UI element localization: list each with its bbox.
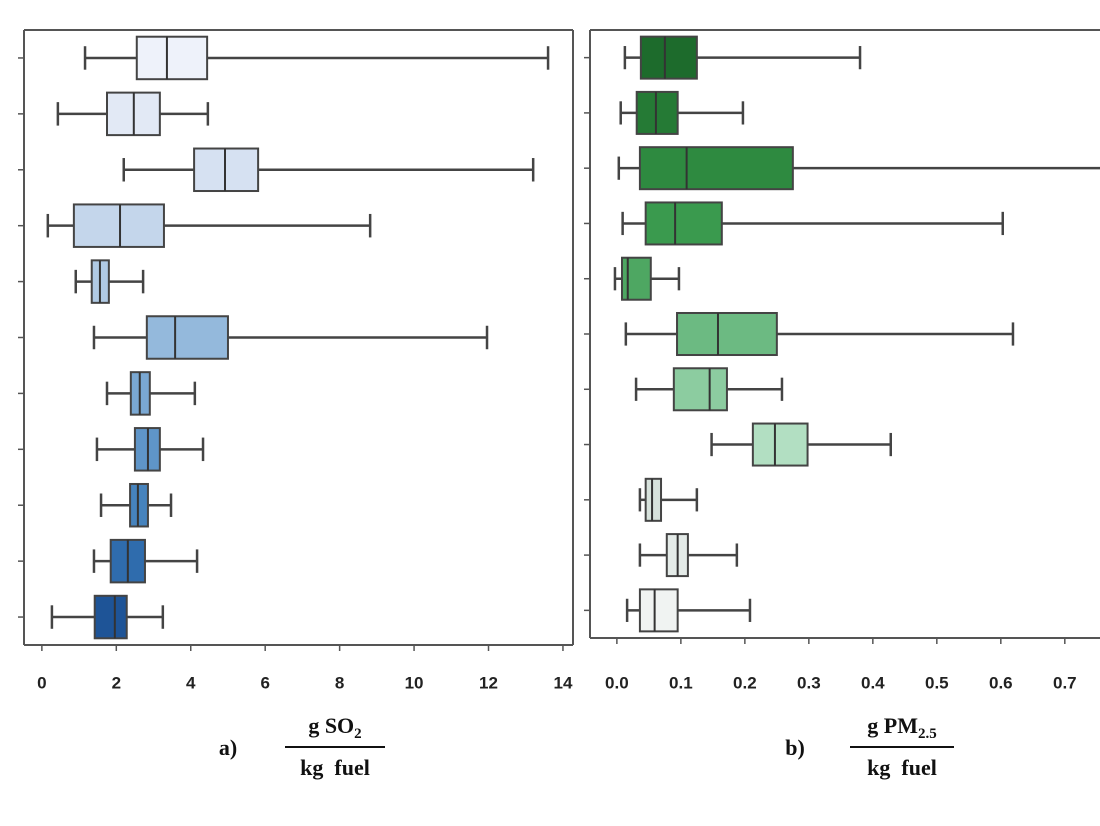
box (93, 594, 128, 640)
panel-label: b) (785, 735, 805, 760)
box (72, 203, 165, 248)
box (193, 147, 260, 193)
x-tick-label: 14 (553, 673, 572, 692)
box (129, 482, 149, 528)
box (635, 90, 679, 135)
x-label-subscript: 2.5 (918, 726, 937, 742)
box (676, 311, 778, 357)
x-tick-label: 12 (479, 673, 498, 692)
x-tick-label: 0.2 (733, 673, 757, 692)
panel-label: a) (219, 735, 237, 760)
x-tick-label: 4 (186, 673, 196, 692)
x-tick-label: 0 (37, 673, 46, 692)
boxes (613, 35, 1100, 633)
x-label-numerator: g SO2 (308, 713, 361, 742)
x-label-text: g SO (308, 713, 354, 738)
box (620, 256, 652, 301)
x-label-denominator: kg fuel (300, 755, 370, 780)
box (644, 477, 663, 522)
boxes (46, 35, 550, 640)
x-tick-label: 0.0 (605, 673, 629, 692)
box (135, 35, 209, 81)
box (638, 588, 679, 633)
x-tick-label: 0.6 (989, 673, 1013, 692)
x-tick-label: 0.3 (797, 673, 821, 692)
x-tick-label: 2 (112, 673, 121, 692)
panel: 0.0 0.1 0.2 0.3 0.4 0.5 0.6 0.7 b) g PM2.5 kg fuel (584, 29, 1100, 780)
x-tick-label: 0.7 (1053, 673, 1077, 692)
x-label-subscript: 2 (354, 726, 362, 742)
x-tick-label: 10 (405, 673, 424, 692)
x-tick-label: 0.4 (861, 673, 885, 692)
x-label-text: g PM (867, 713, 918, 738)
box (644, 201, 723, 246)
x-tick-label: 0.5 (925, 673, 949, 692)
box (751, 422, 809, 467)
x-label-numerator: g PM2.5 (867, 713, 936, 742)
x-tick-label: 6 (260, 673, 269, 692)
box (639, 35, 698, 80)
box (145, 315, 229, 360)
box (672, 367, 728, 412)
x-label-denominator: kg fuel (867, 755, 937, 780)
x-tick-label: 8 (335, 673, 344, 692)
box (638, 146, 794, 191)
x-tick-label: 0.1 (669, 673, 693, 692)
